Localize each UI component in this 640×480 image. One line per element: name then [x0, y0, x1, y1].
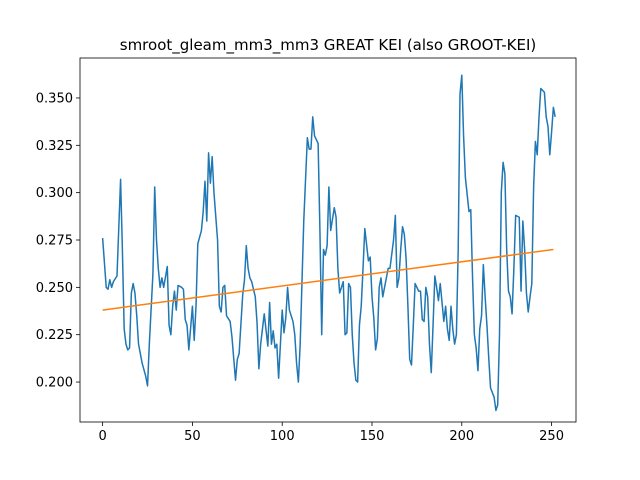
y-tick-label: 0.350 — [36, 91, 73, 106]
y-tick-label: 0.275 — [36, 234, 73, 249]
y-tick-label: 0.325 — [36, 139, 73, 154]
plot-area — [101, 74, 556, 412]
y-tick-label: 0.300 — [36, 186, 73, 201]
y-tick-label: 0.200 — [36, 376, 73, 391]
x-tick-label: 200 — [449, 429, 474, 444]
x-tick-label: 250 — [539, 429, 564, 444]
data-line — [102, 248, 554, 311]
x-tick-label: 100 — [270, 429, 295, 444]
chart-title: smroot_gleam_mm3_mm3 GREAT KEI (also GRO… — [120, 36, 537, 55]
x-tick-label: 150 — [360, 429, 385, 444]
data-line — [101, 74, 556, 412]
y-tick-label: 0.225 — [36, 328, 73, 343]
x-tick-label: 50 — [184, 429, 201, 444]
x-tick-label: 0 — [98, 429, 106, 444]
y-tick-label: 0.250 — [36, 281, 73, 296]
